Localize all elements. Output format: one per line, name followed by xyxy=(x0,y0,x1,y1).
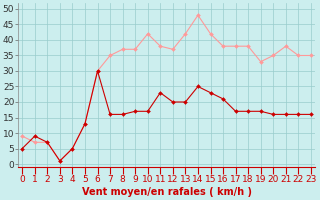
X-axis label: Vent moyen/en rafales ( km/h ): Vent moyen/en rafales ( km/h ) xyxy=(82,187,252,197)
